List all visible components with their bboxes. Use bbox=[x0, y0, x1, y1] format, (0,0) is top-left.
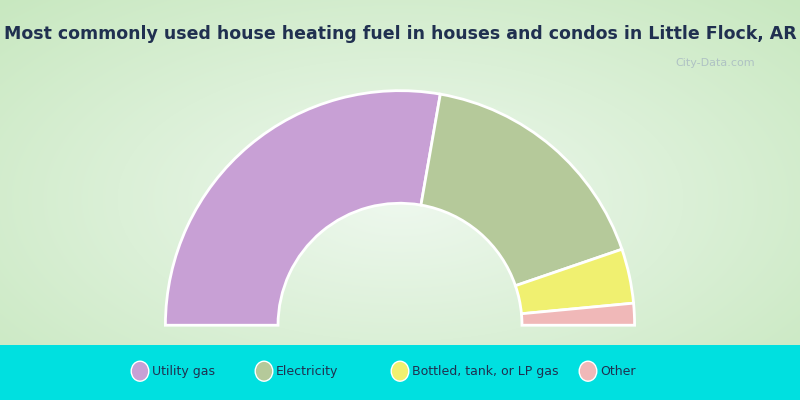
Text: Utility gas: Utility gas bbox=[152, 365, 215, 378]
Text: Other: Other bbox=[600, 365, 635, 378]
Ellipse shape bbox=[391, 361, 409, 381]
Ellipse shape bbox=[255, 361, 273, 381]
Text: City-Data.com: City-Data.com bbox=[675, 58, 755, 68]
Text: Most commonly used house heating fuel in houses and condos in Little Flock, AR: Most commonly used house heating fuel in… bbox=[4, 25, 796, 43]
Text: Electricity: Electricity bbox=[276, 365, 338, 378]
Wedge shape bbox=[522, 303, 634, 325]
Ellipse shape bbox=[131, 361, 149, 381]
Text: Bottled, tank, or LP gas: Bottled, tank, or LP gas bbox=[412, 365, 558, 378]
Ellipse shape bbox=[579, 361, 597, 381]
Wedge shape bbox=[515, 249, 634, 314]
FancyBboxPatch shape bbox=[0, 345, 800, 400]
Wedge shape bbox=[421, 94, 622, 286]
Wedge shape bbox=[166, 91, 440, 325]
